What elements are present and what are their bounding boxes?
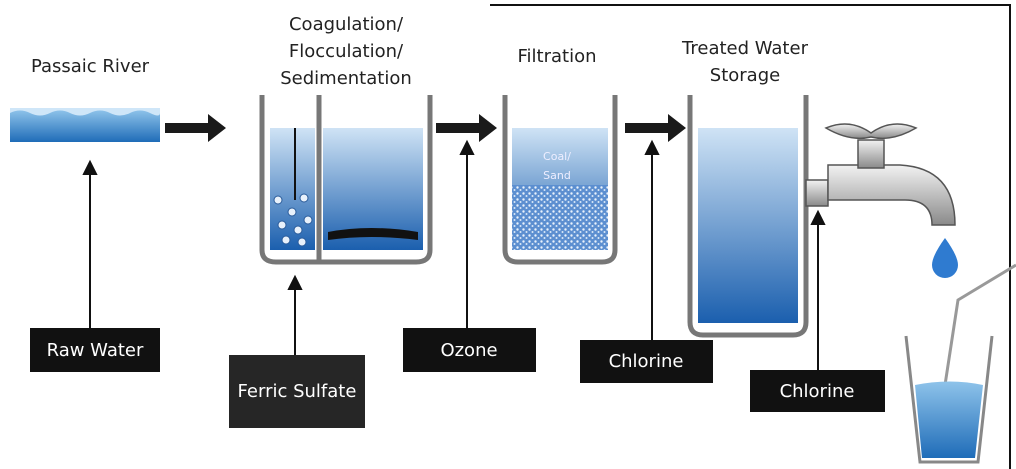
stage-label: Sedimentation [280, 68, 412, 89]
water [270, 128, 315, 250]
diagram: Passaic River Coagulation/ Flocculation/… [0, 0, 1016, 469]
input-label: Ferric Sulfate [238, 381, 357, 402]
input-label: Chlorine [780, 381, 855, 402]
water [698, 128, 798, 323]
stage-label: Treated Water [681, 38, 809, 59]
stage-label: Filtration [517, 46, 596, 67]
stage-label: Coagulation/ [289, 14, 404, 35]
media-label: Sand [543, 169, 571, 182]
glass-water [915, 382, 983, 459]
water-drop [932, 238, 958, 278]
stage-label: Storage [710, 65, 780, 86]
stage-label: Flocculation/ [289, 41, 404, 62]
media-label: Coal/ [543, 150, 571, 163]
faucet [806, 124, 955, 225]
input-label: Chlorine [609, 351, 684, 372]
input-label: Raw Water [47, 340, 144, 361]
stage-label: Passaic River [31, 56, 150, 77]
filter-media [512, 185, 608, 250]
pour-line [945, 265, 1016, 385]
input-label: Ozone [440, 340, 497, 361]
